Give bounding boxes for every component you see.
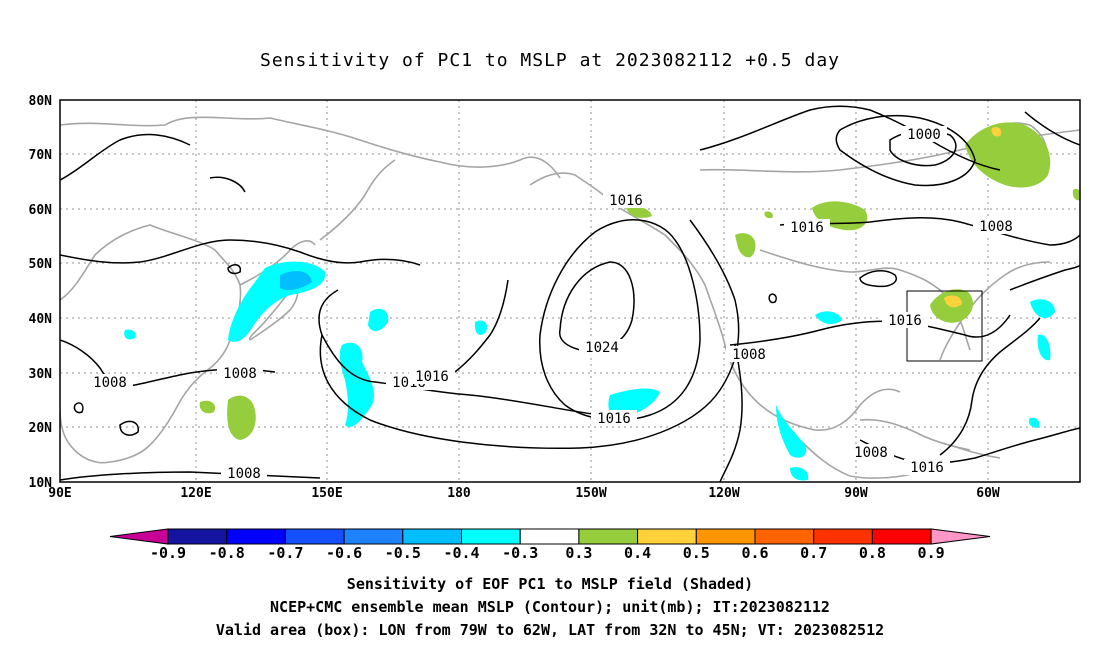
lon-tick-label: 150W	[575, 486, 606, 501]
colorbar-tick-label: 0.7	[800, 544, 827, 562]
colorbar-tick-label: -0.6	[326, 544, 362, 562]
lat-tick-label: 10N	[29, 476, 53, 491]
colorbar-tick-label: -0.4	[443, 544, 479, 562]
colorbar-swatch	[343, 528, 404, 545]
contour-label: 1016	[910, 460, 944, 476]
colorbar-swatch	[167, 528, 228, 545]
latitude-axis: 80N 70N 60N 50N 40N 30N 20N 10N	[29, 94, 53, 491]
lon-tick-label: 60W	[976, 486, 1000, 501]
colorbar-tick-label: 0.4	[624, 544, 651, 562]
caption-line-1: Sensitivity of EOF PC1 to MSLP field (Sh…	[346, 575, 754, 593]
lat-tick-label: 20N	[29, 421, 53, 436]
lon-tick-label: 90W	[844, 486, 868, 501]
plot-frame	[59, 99, 1081, 483]
colorbar-swatch	[695, 528, 756, 545]
colorbar-tick-label: -0.7	[267, 544, 303, 562]
colorbar-swatch	[519, 528, 580, 545]
lon-tick-label: 120E	[180, 486, 211, 501]
lat-tick-label: 50N	[29, 257, 53, 272]
colorbar-tick-label: 0.6	[741, 544, 768, 562]
colorbar-swatch	[754, 528, 815, 545]
contour-label: 1024	[585, 340, 619, 356]
contour-label: 1016	[415, 369, 449, 385]
colorbar-swatch	[578, 528, 639, 545]
lat-tick-label: 30N	[29, 367, 53, 382]
colorbar-swatch	[226, 528, 286, 545]
colorbar-tick-label: 0.9	[918, 544, 945, 562]
colorbar-swatch	[461, 528, 521, 545]
lat-tick-label: 80N	[29, 94, 53, 109]
colorbar-swatch	[284, 528, 345, 545]
colorbar-tick-label: -0.3	[502, 544, 538, 562]
contour-label: 1008	[223, 366, 257, 382]
lon-tick-label: 180	[447, 486, 471, 501]
colorbar-tick-label: 0.5	[683, 544, 710, 562]
sensitivity-shading	[124, 122, 1080, 481]
colorbar-swatch	[871, 528, 932, 545]
colorbar-swatch	[402, 528, 462, 545]
colorbar-tick-label: 0.8	[859, 544, 886, 562]
contour-label: 1008	[227, 466, 261, 482]
contour-label: 1016	[597, 411, 631, 427]
contour-label: 1008	[854, 445, 888, 461]
colorbar-tick-label: -0.8	[209, 544, 245, 562]
contour-labels: 1000 1016 1008 1016 1016 1024 1016 1016	[87, 126, 1019, 482]
lat-tick-label: 60N	[29, 203, 53, 218]
contour-label: 1016	[790, 220, 824, 236]
colorbar-swatch	[813, 528, 873, 545]
lon-tick-label: 120W	[708, 486, 739, 501]
coastlines	[60, 116, 1080, 479]
colorbar-tick-label: -0.5	[385, 544, 421, 562]
contour-label: 1008	[979, 219, 1013, 235]
longitude-axis: 90E 120E 150E 180 150W 120W 90W 60W	[48, 486, 1000, 501]
colorbar: -0.9 -0.8 -0.7 -0.6 -0.5 -0.4 -0.3 0.3 0.4 0.5 0.6…	[109, 528, 991, 562]
caption-line-3: Valid area (box): LON from 79W to 62W, L…	[215, 621, 885, 639]
contour-label: 1016	[609, 193, 643, 209]
chart-title: Sensitivity of PC1 to MSLP at 2023082112…	[259, 50, 840, 71]
contour-label: 1016	[888, 313, 922, 329]
contour-label: 1008	[732, 347, 766, 363]
colorbar-right-arrow	[930, 528, 991, 545]
lat-tick-label: 70N	[29, 148, 53, 163]
lon-tick-label: 90E	[48, 486, 71, 501]
colorbar-swatch	[637, 528, 697, 545]
colorbar-tick-label: -0.9	[150, 544, 186, 562]
colorbar-left-arrow	[109, 528, 169, 545]
contour-label: 1008	[93, 375, 127, 391]
lon-tick-label: 150E	[311, 486, 342, 501]
lat-tick-label: 40N	[29, 312, 53, 327]
contour-label: 1000	[907, 127, 941, 143]
caption-line-2: NCEP+CMC ensemble mean MSLP (Contour); u…	[270, 598, 830, 616]
colorbar-tick-label: 0.3	[565, 544, 592, 562]
